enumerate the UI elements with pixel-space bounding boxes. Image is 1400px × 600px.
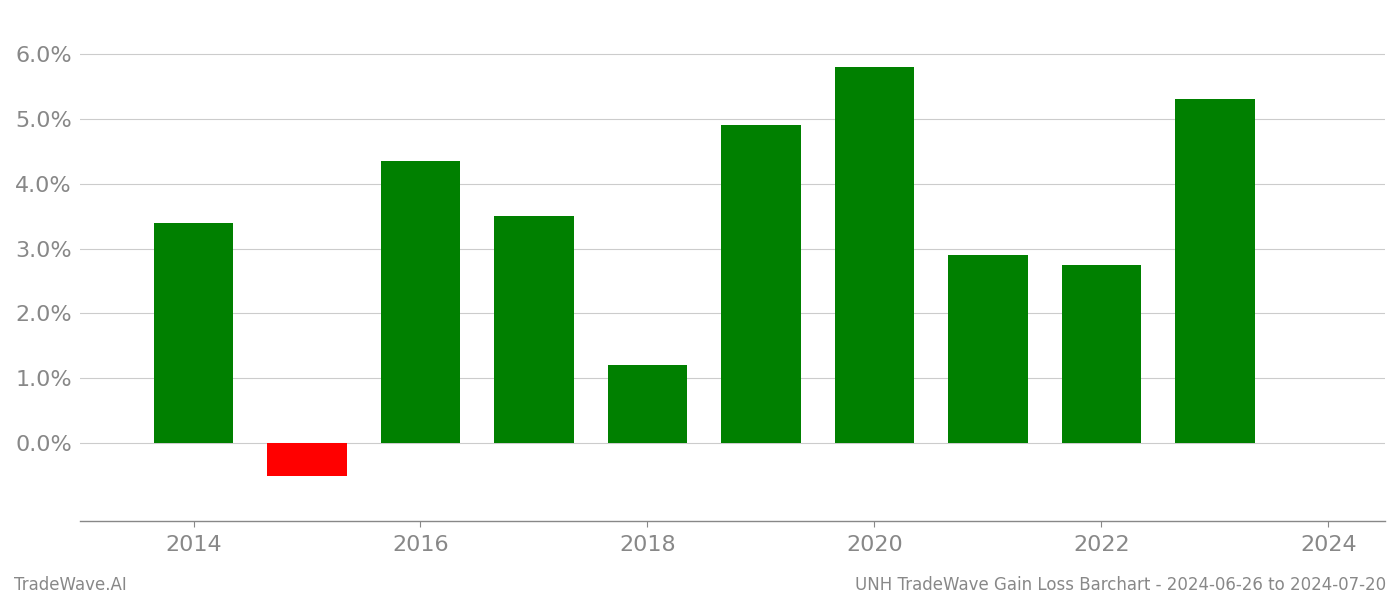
Text: UNH TradeWave Gain Loss Barchart - 2024-06-26 to 2024-07-20: UNH TradeWave Gain Loss Barchart - 2024-… [855,576,1386,594]
Text: TradeWave.AI: TradeWave.AI [14,576,127,594]
Bar [948,255,1028,443]
Bar [608,365,687,443]
Bar [267,443,347,476]
Bar [381,161,461,443]
Bar [1175,100,1254,443]
Bar [154,223,234,443]
Bar [494,216,574,443]
Bar [721,125,801,443]
Bar [834,67,914,443]
Bar [1061,265,1141,443]
